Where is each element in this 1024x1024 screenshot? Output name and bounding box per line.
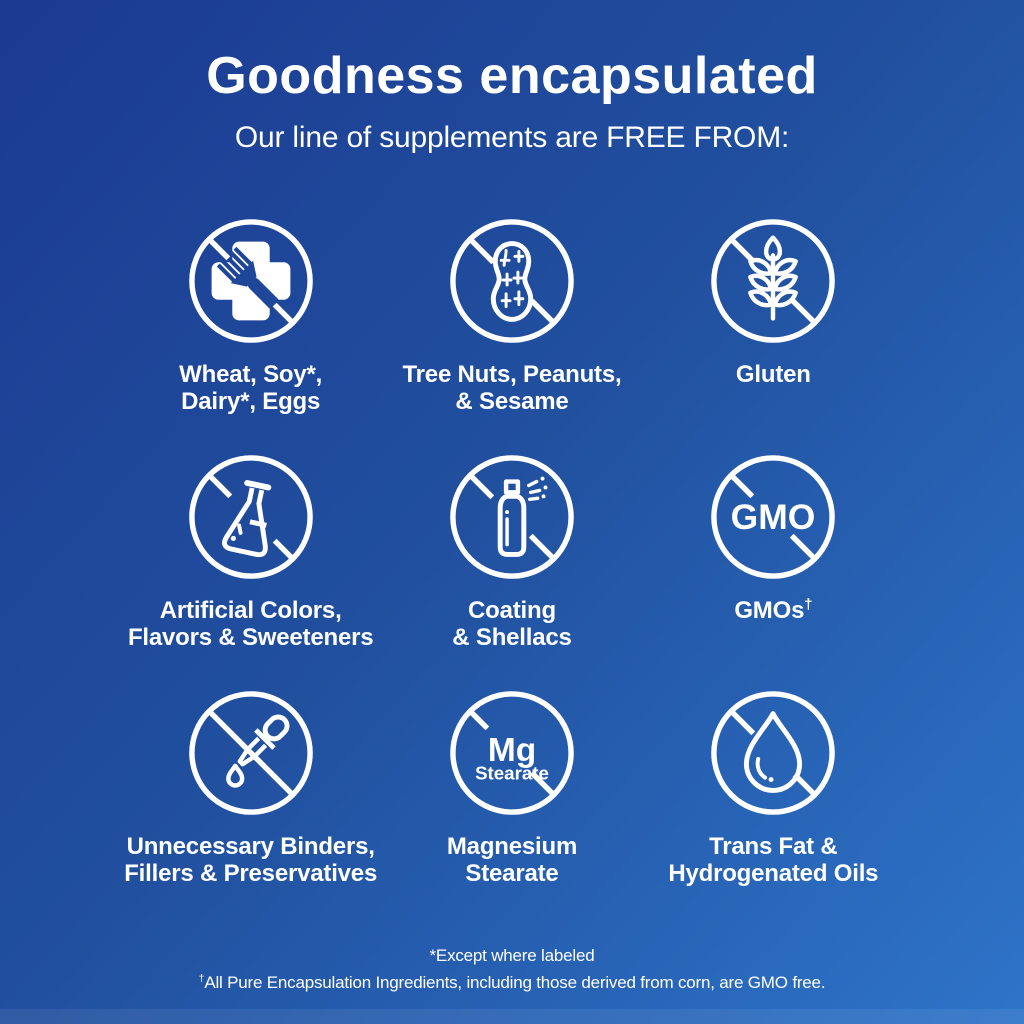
- mg-icon-text: Mg: [488, 732, 536, 769]
- free-from-item-gmos: GMO GMOs†: [643, 452, 904, 688]
- no-trans-fat-icon: [711, 691, 836, 815]
- no-artificial-colors-icon: [188, 455, 313, 579]
- item-label: Trans Fat & Hydrogenated Oils: [668, 833, 879, 887]
- gmo-icon-text: GMO: [731, 497, 816, 537]
- free-from-item-gluten: Gluten: [643, 216, 904, 452]
- stearate-icon-text: Stearate: [475, 763, 549, 784]
- no-wheat-soy-dairy-eggs-icon: [185, 216, 316, 346]
- item-label: GMOs†: [734, 597, 813, 624]
- no-magnesium-stearate-icon: Mg Stearate: [450, 691, 574, 815]
- free-from-item-wheat-soy-dairy-eggs: Wheat, Soy*, Dairy*, Eggs: [120, 216, 381, 452]
- no-coating-shellacs-icon: [450, 455, 574, 579]
- no-gluten-icon: [711, 219, 836, 343]
- page-subtitle: Our line of supplements are FREE FROM:: [234, 121, 790, 154]
- free-from-item-coating-shellacs: Coating & Shellacs: [381, 452, 642, 688]
- no-tree-nuts-peanuts-sesame-icon: [450, 219, 574, 343]
- free-from-item-binders-fillers: Unnecessary Binders, Fillers & Preservat…: [120, 688, 381, 924]
- footnote-asterisk: *Except where labeled: [429, 946, 595, 965]
- item-label: Tree Nuts, Peanuts, & Sesame: [402, 361, 622, 415]
- free-from-item-tree-nuts-peanuts-sesame: Tree Nuts, Peanuts, & Sesame: [381, 216, 642, 452]
- item-label: Unnecessary Binders, Fillers & Preservat…: [124, 833, 378, 887]
- no-binders-fillers-preservatives-icon: [188, 691, 313, 815]
- item-label: Wheat, Soy*, Dairy*, Eggs: [179, 361, 323, 415]
- item-label: Artificial Colors, Flavors & Sweeteners: [127, 597, 374, 651]
- free-from-item-magnesium-stearate: Mg Stearate Magnesium Stearate: [381, 688, 642, 924]
- item-label: Gluten: [735, 361, 811, 388]
- footnotes: *Except where labeled †All Pure Encapsul…: [0, 946, 1024, 993]
- item-label: Coating & Shellacs: [452, 597, 572, 651]
- free-from-item-trans-fat: Trans Fat & Hydrogenated Oils: [643, 688, 904, 924]
- bottom-edge-strip: [0, 1009, 1024, 1024]
- free-from-item-artificial-colors: Artificial Colors, Flavors & Sweeteners: [120, 452, 381, 688]
- free-from-grid: Wheat, Soy*, Dairy*, Eggs: [120, 216, 904, 924]
- footnote-dagger: †All Pure Encapsulation Ingredients, inc…: [198, 972, 826, 992]
- item-label: Magnesium Stearate: [446, 833, 578, 887]
- page-title: Goodness encapsulated: [206, 47, 818, 105]
- no-gmo-icon: GMO: [711, 455, 836, 579]
